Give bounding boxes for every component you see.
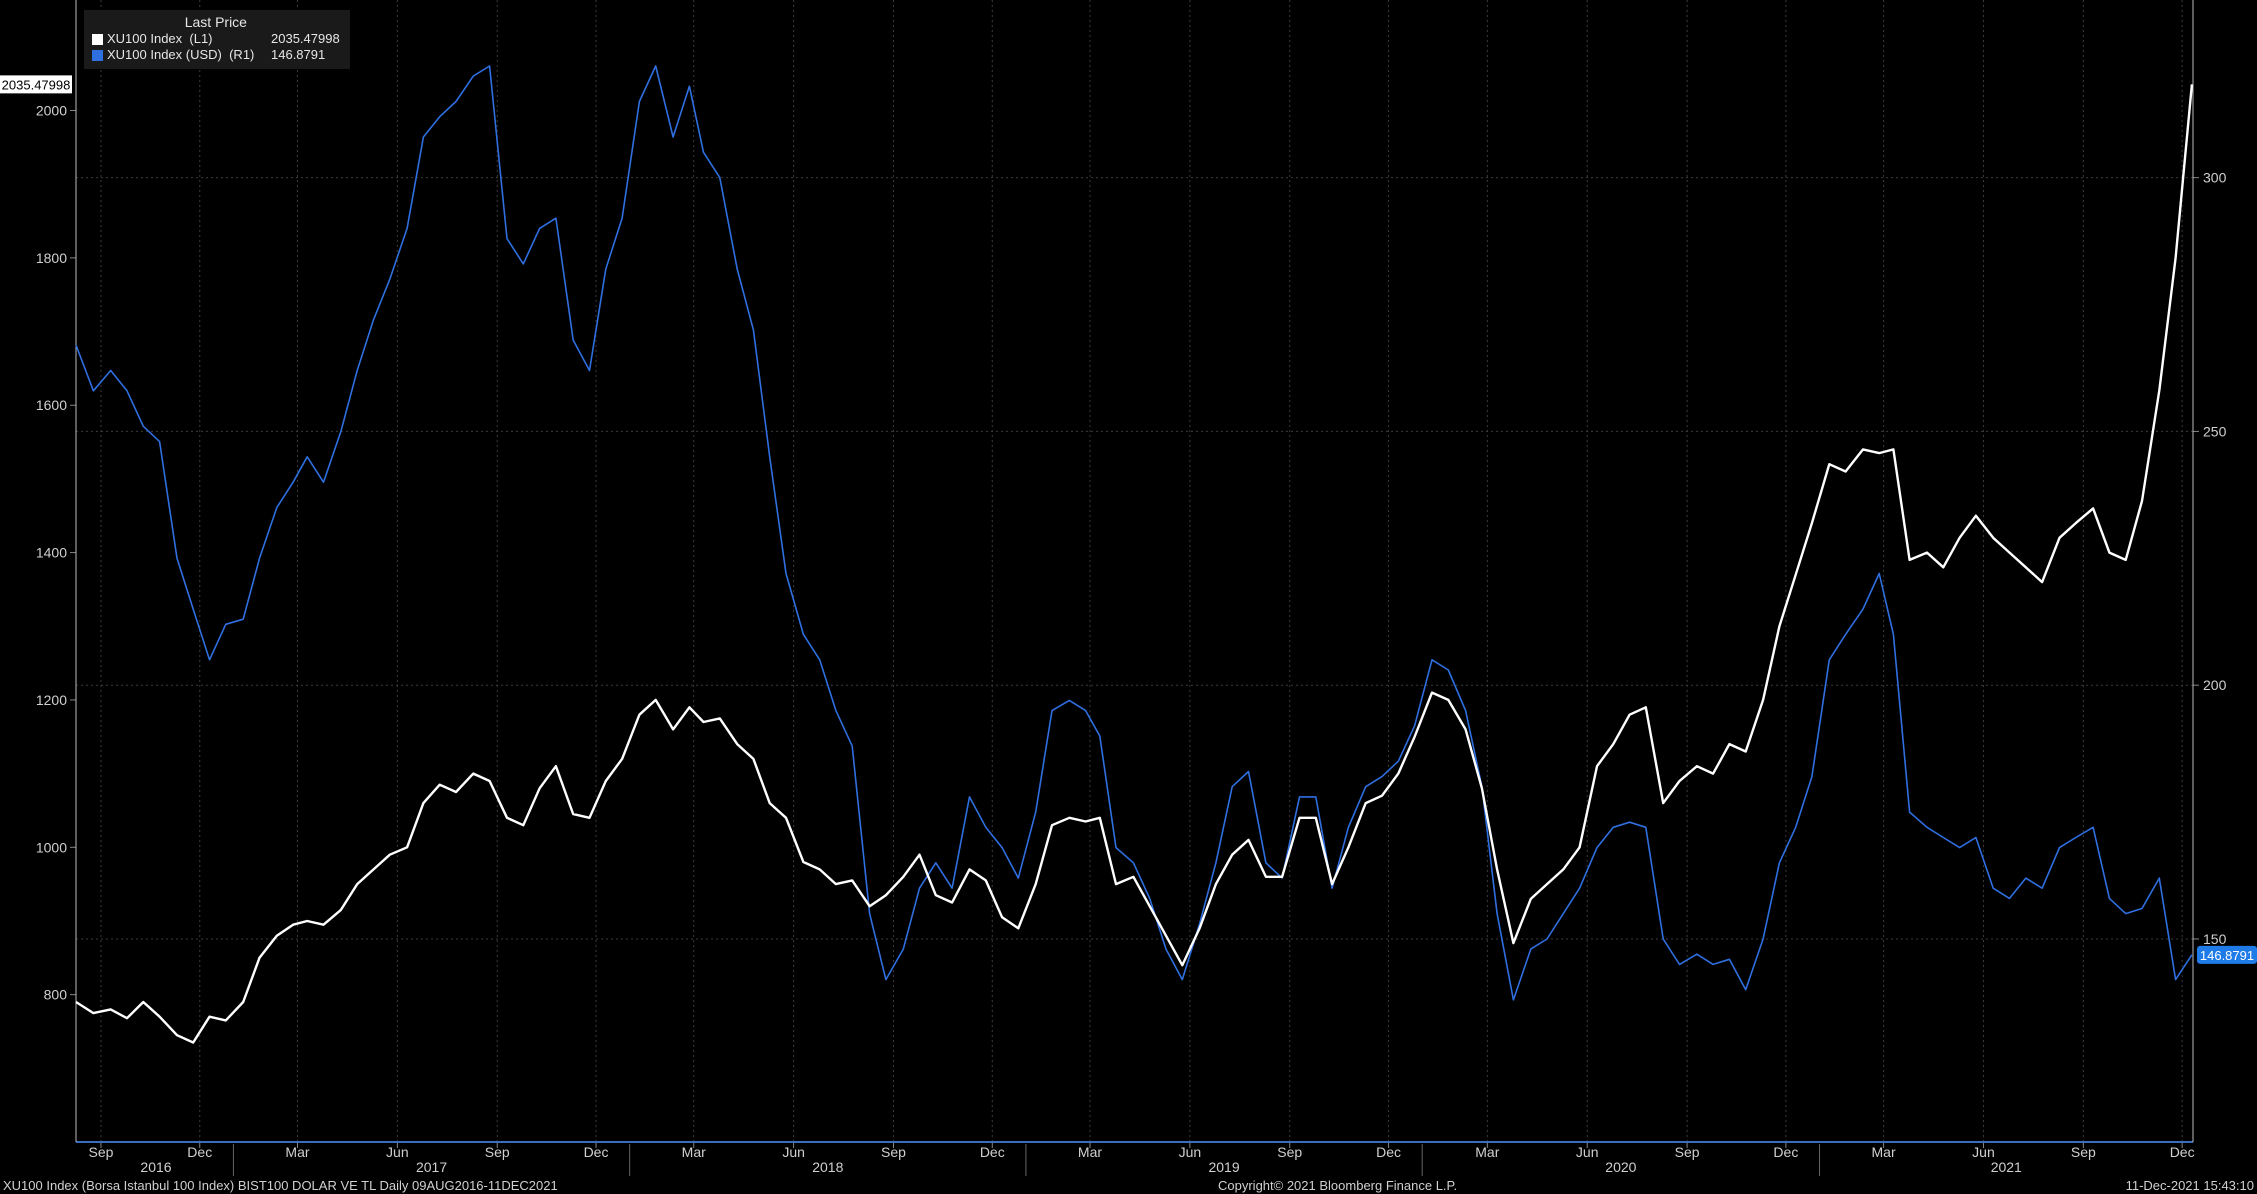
right-tick-label: 250 (2203, 423, 2227, 439)
x-tick-label: Dec (1376, 1144, 1401, 1160)
left-tick-label: 800 (44, 987, 68, 1003)
x-tick-label: Sep (881, 1144, 906, 1160)
x-tick-label: Jun (386, 1144, 409, 1160)
last-value-box-usd (2197, 945, 2257, 964)
left-tick-label: 1800 (36, 250, 67, 266)
x-tick-label: Mar (682, 1144, 706, 1160)
x-tick-label: Jun (1576, 1144, 1599, 1160)
right-tick-label: 150 (2203, 931, 2227, 947)
year-label: 2021 (1991, 1159, 2022, 1175)
x-tick-label: Mar (1475, 1144, 1499, 1160)
left-tick-label: 1000 (36, 839, 67, 855)
legend-name-tl: XU100 Index (L1) (107, 31, 213, 46)
footer-copyright: Copyright© 2021 Bloomberg Finance L.P. (1218, 1178, 1458, 1193)
year-label: 2017 (416, 1159, 447, 1175)
x-tick-label: Dec (2170, 1144, 2195, 1160)
legend-swatch-tl (92, 33, 103, 45)
series-line-usd (75, 65, 2193, 1001)
right-tick-label: 300 (2203, 170, 2227, 186)
legend-name-usd: XU100 Index (USD) (R1) (107, 47, 255, 62)
x-tick-label: Dec (980, 1144, 1005, 1160)
series (75, 65, 2194, 1044)
left-tick-label: 1400 (36, 545, 67, 561)
last-value-label-tl: 2035.47998 (2, 77, 71, 92)
legend-item-usd: XU100 Index (USD) (R1) 146.8791 (92, 47, 340, 63)
x-tick-label: Sep (1675, 1144, 1700, 1160)
x-tick-label: Mar (285, 1144, 309, 1160)
year-label: 2016 (140, 1159, 171, 1175)
x-tick-label: Sep (485, 1144, 510, 1160)
right-tick-label: 200 (2203, 677, 2227, 693)
x-tick-label: Sep (1277, 1144, 1302, 1160)
x-tick-label: Sep (89, 1144, 114, 1160)
x-tick-label: Jun (782, 1144, 805, 1160)
legend-item-tl: XU100 Index (L1) 2035.47998 (92, 31, 340, 47)
x-tick-label: Jun (1972, 1144, 1995, 1160)
left-tick-label: 1600 (36, 397, 67, 413)
legend: Last Price XU100 Index (L1) 2035.47998 X… (84, 10, 350, 69)
x-tick-label: Dec (1773, 1144, 1798, 1160)
series-line-tl (75, 84, 2194, 1044)
x-tick-label: Mar (1078, 1144, 1102, 1160)
last-value-markers: 2035.47998 146.8791 (0, 75, 2257, 964)
last-value-box-tl (0, 75, 72, 94)
x-tick-label: Dec (187, 1144, 212, 1160)
x-tick-label: Jun (1179, 1144, 1202, 1160)
axes (75, 0, 2194, 1143)
left-tick-label: 1200 (36, 692, 67, 708)
footer-description: XU100 Index (Borsa Istanbul 100 Index) B… (3, 1178, 558, 1193)
x-tick-label: Dec (584, 1144, 609, 1160)
year-label: 2020 (1605, 1159, 1636, 1175)
year-label: 2019 (1208, 1159, 1239, 1175)
legend-swatch-usd (92, 49, 103, 61)
grid (70, 0, 2199, 1176)
legend-title: Last Price (184, 14, 247, 30)
legend-value-usd: 146.8791 (271, 47, 326, 62)
x-tick-label: Sep (2071, 1144, 2096, 1160)
year-label: 2018 (812, 1159, 843, 1175)
footer-timestamp: 11-Dec-2021 15:43:10 (2125, 1178, 2254, 1193)
axis-labels: Sep Dec Mar Jun Sep Dec Mar Jun Sep Dec Mar Jun Sep D… (36, 103, 2227, 1175)
last-value-label-usd: 146.8791 (2200, 948, 2254, 963)
x-tick-label: Mar (1872, 1144, 1896, 1160)
legend-value-tl: 2035.47998 (271, 31, 340, 46)
left-tick-label: 2000 (36, 103, 67, 119)
